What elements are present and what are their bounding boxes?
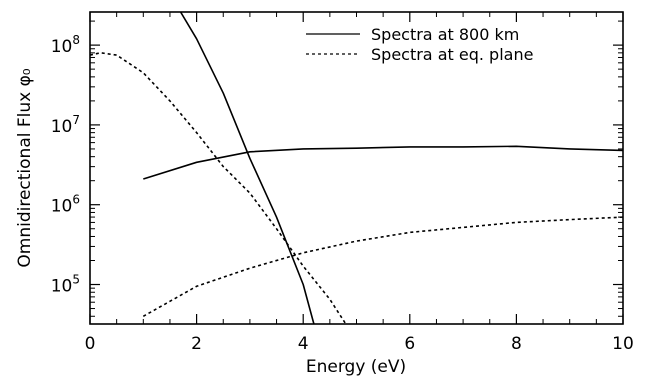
x-tick-label: 8 (511, 334, 522, 354)
legend-label-800km: Spectra at 800 km (371, 25, 519, 44)
y-axis-label: Omnidirectional Flux φ₀ (15, 68, 35, 267)
series-line-2-dashed (90, 52, 347, 324)
series-line-0-solid (143, 145, 623, 180)
x-tick-labels: 0 2 4 6 8 10 (85, 334, 634, 354)
series-lines (90, 12, 623, 324)
series-line-1-solid (179, 12, 315, 324)
legend: Spectra at 800 km Spectra at eq. plane (306, 25, 533, 64)
x-tick-label: 0 (85, 334, 96, 354)
x-tick-label: 6 (404, 334, 415, 354)
plot-frame (89, 11, 624, 325)
y-tick-label: 108 (51, 33, 80, 57)
series-line-3-dashed (142, 216, 623, 317)
y-tick-label: 105 (51, 273, 80, 297)
y-tick-label: 107 (51, 113, 80, 137)
x-tick-label: 10 (612, 334, 634, 354)
legend-label-eq-plane: Spectra at eq. plane (371, 45, 533, 64)
y-tick-label: 106 (51, 193, 80, 217)
x-axis-label: Energy (eV) (306, 357, 406, 377)
x-tick-label: 2 (191, 334, 202, 354)
y-tick-labels: 105 106 107 108 (51, 33, 80, 296)
x-tick-label: 4 (298, 334, 309, 354)
axis-ticks (89, 12, 624, 324)
